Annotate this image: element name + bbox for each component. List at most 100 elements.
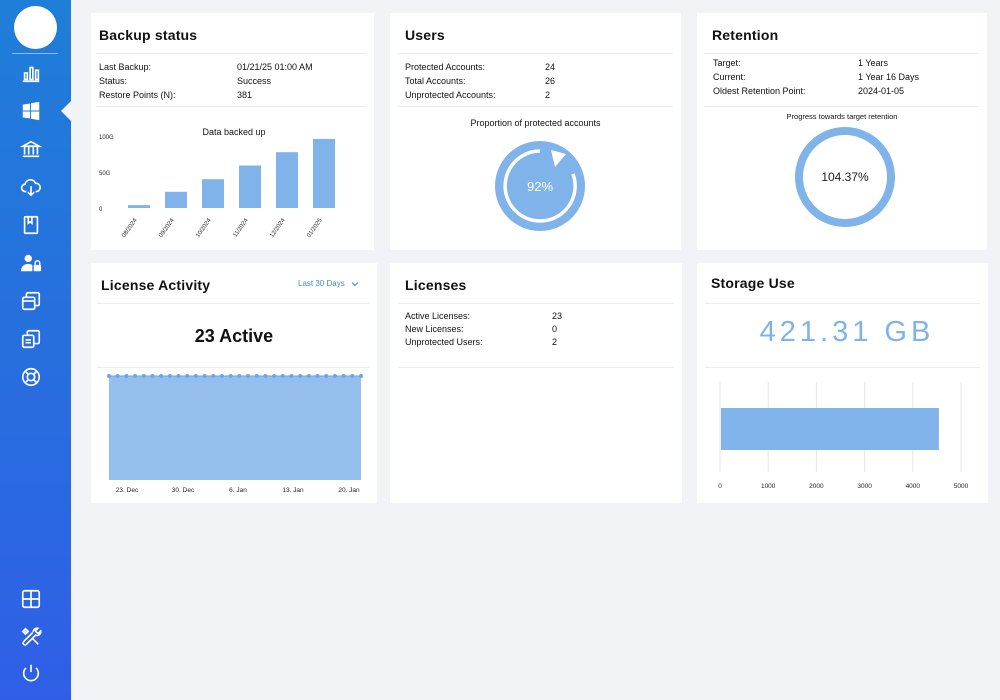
- divider: [705, 367, 980, 368]
- value: 26: [545, 76, 556, 86]
- data-point: [185, 374, 190, 378]
- divider: [398, 53, 673, 54]
- retention-card: Retention Target: 1 Years Current: 1 Year …: [697, 13, 987, 250]
- data-point: [315, 374, 320, 378]
- data-point: [254, 374, 259, 378]
- divider: [398, 367, 674, 368]
- bank-icon[interactable]: [19, 137, 43, 161]
- grid-icon[interactable]: [19, 587, 43, 611]
- label: Status:: [99, 76, 128, 86]
- data-point: [237, 374, 242, 378]
- storage-headline: 421.31 GB: [759, 316, 935, 348]
- gauge-title: Proportion of protected accounts: [470, 118, 601, 128]
- chevron-down-icon: [351, 282, 359, 287]
- label: Last Backup:: [99, 62, 152, 72]
- data-point: [141, 374, 146, 378]
- users-card: Users Protected Accounts: 24 Total Accoun…: [390, 13, 681, 250]
- y-tick-label: 100G: [99, 135, 114, 141]
- lifebuoy-icon[interactable]: [19, 365, 43, 389]
- label: Active Licenses:: [405, 311, 471, 321]
- value: 0: [552, 324, 558, 334]
- x-tick-label: 01/2025: [306, 217, 324, 239]
- data-point: [324, 374, 329, 378]
- divider: [705, 106, 979, 107]
- retention-details: Target: 1 Years Current: 1 Year 16 Days Ol…: [713, 57, 983, 99]
- gauge-value: 92%: [527, 179, 553, 194]
- windows-icon[interactable]: [19, 99, 43, 123]
- windows-stack-icon[interactable]: [19, 289, 43, 313]
- power-icon[interactable]: [19, 661, 43, 685]
- data-point: [246, 374, 251, 378]
- data-point: [289, 374, 294, 378]
- x-tick-label: 4000: [906, 483, 921, 490]
- divider: [97, 53, 366, 54]
- tools-icon[interactable]: [19, 625, 43, 649]
- cloud-download-icon[interactable]: [19, 175, 43, 199]
- bar-chart-icon[interactable]: [19, 61, 43, 85]
- label: Unprotected Users:: [405, 337, 483, 347]
- data-point: [350, 374, 355, 378]
- x-tick-label: 13. Jan: [282, 487, 304, 494]
- data-point: [150, 374, 155, 378]
- divider: [398, 106, 673, 107]
- license-activity-card: License Activity Last 30 Days 23 Active …: [91, 263, 377, 503]
- users-details: Protected Accounts: 24 Total Accounts: 26 …: [405, 61, 675, 103]
- storage-use-card: Storage Use 421.31 GB 0 1000 2000 3000 4000 5…: [697, 263, 988, 503]
- divider: [398, 303, 674, 304]
- x-tick-label: 12/2024: [269, 217, 287, 239]
- period-dropdown[interactable]: Last 30 Days: [298, 279, 359, 288]
- user-lock-icon[interactable]: [19, 251, 43, 275]
- data-point: [176, 374, 181, 378]
- x-tick-label: 10/2024: [195, 217, 213, 239]
- label: Oldest Retention Point:: [713, 86, 806, 96]
- label: New Licenses:: [405, 324, 464, 334]
- area-fill: [109, 376, 361, 480]
- divider: [97, 106, 366, 107]
- card-title: Backup status: [99, 27, 198, 43]
- bar: [276, 152, 298, 208]
- license-activity-chart: 23. Dec 30. Dec 6. Jan 13. Jan 20. Jan: [107, 374, 363, 494]
- data-point: [202, 374, 207, 378]
- gauge-arc: [503, 149, 577, 223]
- divider: [705, 53, 979, 54]
- value: 23: [552, 311, 563, 321]
- card-title: Retention: [712, 27, 779, 43]
- data-point: [107, 374, 111, 378]
- chart-title: Data backed up: [202, 127, 265, 137]
- x-tick-label: 3000: [857, 483, 872, 490]
- value: 1 Years: [858, 58, 889, 68]
- data-point: [211, 374, 216, 378]
- backup-details: Last Backup: 01/21/25 01:00 AM Status: Suc…: [99, 61, 369, 103]
- x-tick-label: 08/2024: [121, 217, 139, 239]
- bar: [239, 165, 261, 208]
- book-icon[interactable]: [19, 213, 43, 237]
- y-tick-label: 0: [99, 207, 103, 213]
- x-tick-label: 30. Dec: [172, 487, 195, 494]
- copy-icon[interactable]: [19, 327, 43, 351]
- sidebar: [0, 0, 71, 700]
- backup-status-card: Backup status Last Backup: 01/21/25 01:00…: [91, 13, 374, 250]
- label: Protected Accounts:: [405, 62, 486, 72]
- data-point: [167, 374, 172, 378]
- data-point: [219, 374, 224, 378]
- data-point: [306, 374, 311, 378]
- data-point: [115, 374, 120, 378]
- sidebar-divider: [12, 53, 58, 54]
- value: 2: [545, 90, 551, 100]
- data-point: [124, 374, 129, 378]
- value: 24: [545, 62, 556, 72]
- label: Unprotected Accounts:: [405, 90, 496, 100]
- x-tick-label: 6. Jan: [229, 487, 247, 494]
- licenses-details: Active Licenses: 23 New Licenses: 0 Unprot…: [405, 310, 675, 349]
- data-point: [272, 374, 277, 378]
- x-tick-label: 2000: [809, 483, 824, 490]
- label: Current:: [713, 72, 746, 82]
- card-title: Licenses: [405, 277, 467, 293]
- label: Restore Points (N):: [99, 90, 176, 100]
- avatar[interactable]: [14, 6, 57, 49]
- bar: [313, 138, 335, 208]
- divider: [97, 303, 369, 304]
- active-nav-pointer: [61, 101, 71, 121]
- refresh-arrow-icon: [551, 150, 566, 167]
- value: 1 Year 16 Days: [858, 72, 920, 82]
